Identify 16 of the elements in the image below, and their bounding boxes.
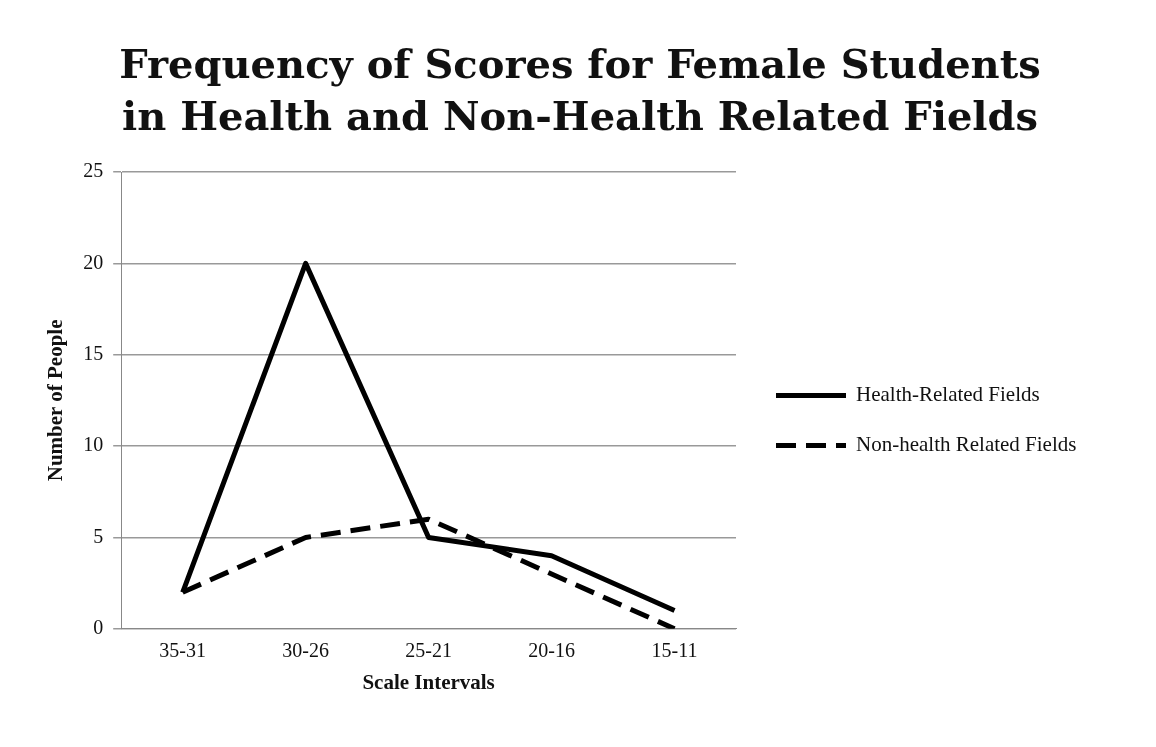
legend-label: Non-health Related Fields — [856, 431, 1077, 456]
y-tick-label: 15 — [83, 341, 104, 364]
y-tick-label: 10 — [83, 433, 104, 456]
x-tick-label: 30-26 — [282, 639, 329, 662]
legend-label: Health-Related Fields — [856, 381, 1040, 406]
y-axis-title: Number of People — [43, 319, 68, 482]
x-tick-label: 15-11 — [651, 639, 698, 662]
y-tick-label: 25 — [83, 159, 104, 182]
x-tick-label: 20-16 — [528, 639, 575, 662]
y-tick-label: 20 — [83, 250, 104, 273]
chart-title: Frequency of Scores for Female Students in Health and Non-Health Related Fields — [118, 39, 1042, 141]
x-tick-label: 25-21 — [405, 639, 452, 662]
y-tick-label: 5 — [93, 524, 104, 547]
y-tick-label: 0 — [93, 616, 104, 639]
x-axis-title: Scale Intervals — [362, 669, 495, 694]
x-tick-label: 35-31 — [159, 639, 207, 662]
